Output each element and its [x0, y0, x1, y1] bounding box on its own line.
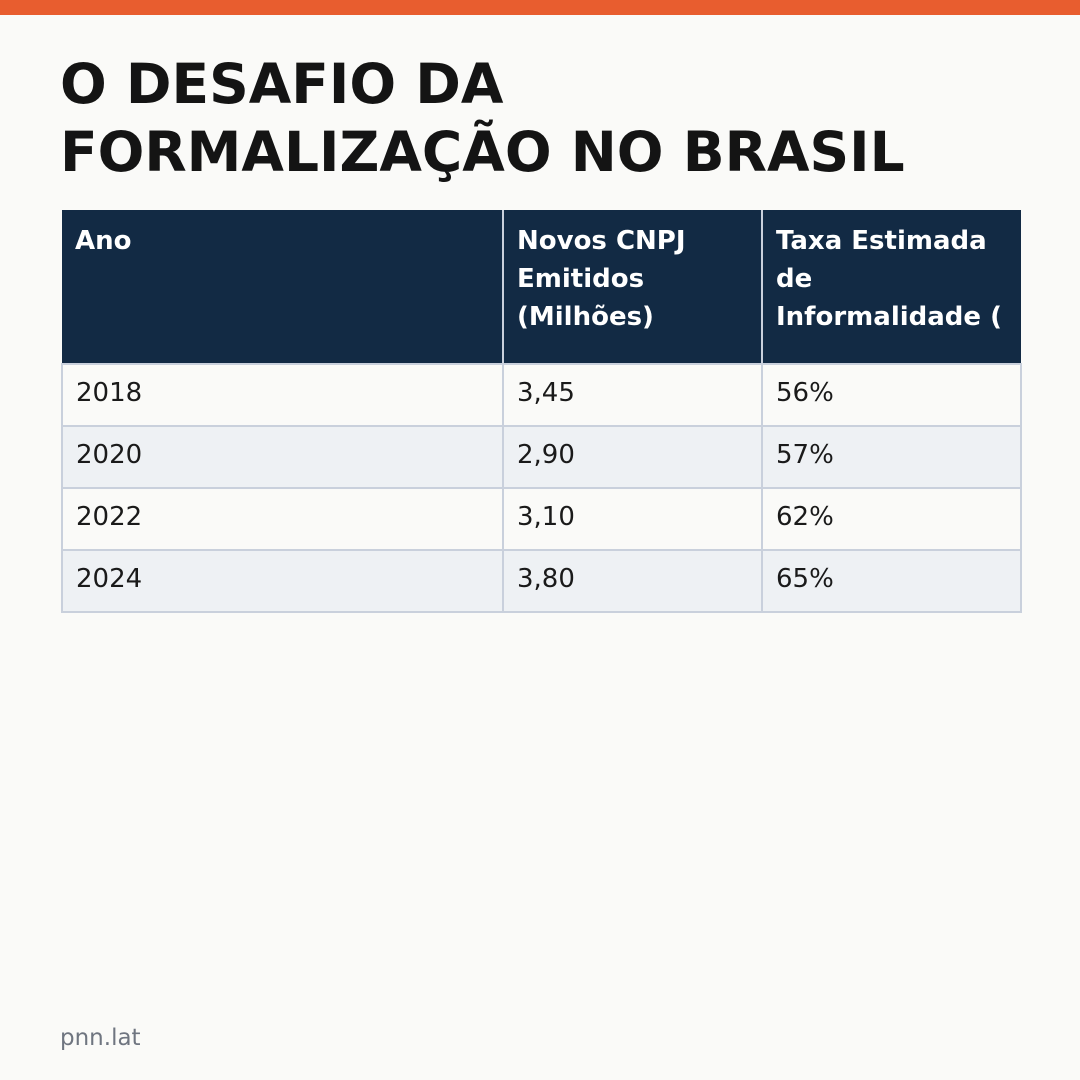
cell-new-cnpj: 3,10: [502, 487, 763, 551]
cell-year: 2024: [61, 549, 504, 613]
cell-year: 2018: [61, 363, 504, 427]
cell-new-cnpj: 3,45: [502, 363, 763, 427]
cell-informality-rate: 57%: [761, 425, 1022, 489]
data-table-container: Ano Novos CNPJ Emitidos (Milhões) Taxa E…: [61, 210, 1022, 613]
table-header: Ano Novos CNPJ Emitidos (Milhões) Taxa E…: [62, 210, 1021, 364]
accent-bar: [0, 0, 1080, 15]
cell-new-cnpj: 2,90: [502, 425, 763, 489]
page-title: O DESAFIO DA FORMALIZAÇÃO NO BRASIL: [60, 50, 1020, 186]
table-row: 2020 2,90 57%: [61, 425, 1022, 489]
table-row: 2018 3,45 56%: [61, 363, 1022, 427]
table-header-row: Ano Novos CNPJ Emitidos (Milhões) Taxa E…: [62, 210, 1021, 364]
column-header-year: Ano: [62, 210, 504, 364]
data-table: Ano Novos CNPJ Emitidos (Milhões) Taxa E…: [61, 210, 1022, 613]
cell-informality-rate: 65%: [761, 549, 1022, 613]
cell-new-cnpj: 3,80: [502, 549, 763, 613]
column-header-new-cnpj: Novos CNPJ Emitidos (Milhões): [502, 210, 763, 364]
column-header-informality-rate: Taxa Estimada de Informalidade (: [761, 210, 1021, 364]
cell-year: 2022: [61, 487, 504, 551]
table-row: 2024 3,80 65%: [61, 549, 1022, 613]
table-body: 2018 3,45 56% 2020 2,90 57% 2022 3,10 62…: [61, 363, 1022, 613]
cell-year: 2020: [61, 425, 504, 489]
title-line-2: FORMALIZAÇÃO NO BRASIL: [60, 120, 905, 184]
title-line-1: O DESAFIO DA: [60, 52, 504, 116]
source-footer: pnn.lat: [60, 1025, 141, 1051]
cell-informality-rate: 56%: [761, 363, 1022, 427]
cell-informality-rate: 62%: [761, 487, 1022, 551]
table-row: 2022 3,10 62%: [61, 487, 1022, 551]
